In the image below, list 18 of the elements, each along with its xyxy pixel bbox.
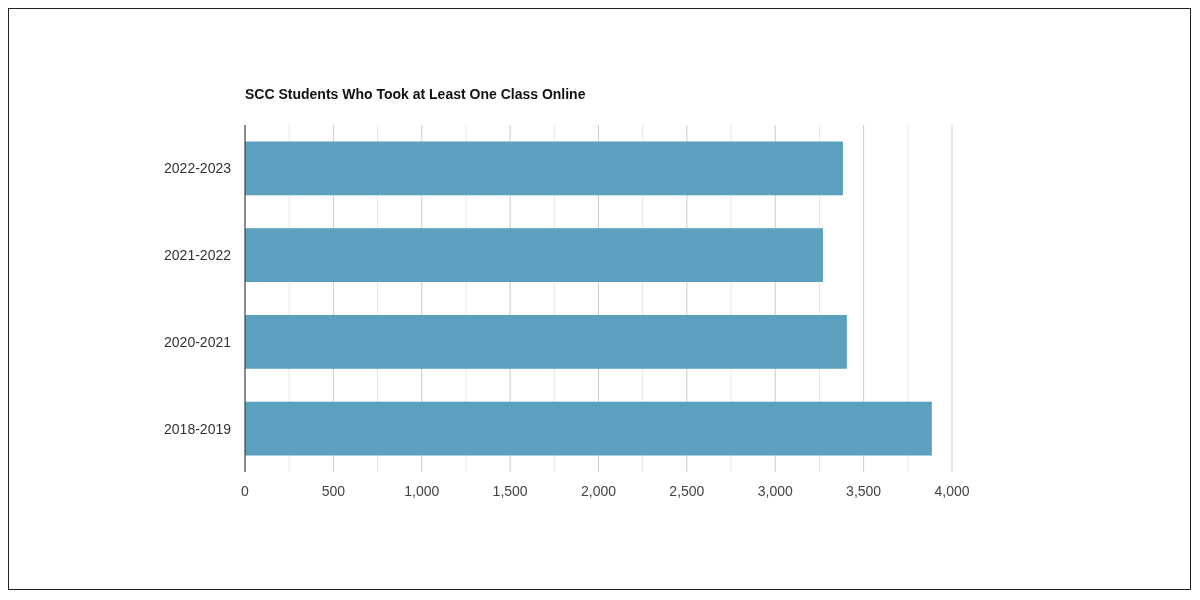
bar (245, 141, 843, 196)
x-tick-label: 2,500 (669, 483, 705, 499)
x-tick-label: 1,000 (404, 483, 440, 499)
bar (245, 228, 823, 283)
x-tick-label: 0 (241, 483, 250, 499)
x-tick-label: 3,000 (757, 483, 793, 499)
bar (245, 401, 932, 456)
chart-title: SCC Students Who Took at Least One Class Online (245, 86, 586, 102)
y-tick-label: 2018-2019 (164, 420, 232, 437)
bar (245, 314, 847, 369)
y-tick-label: 2021-2022 (164, 247, 232, 264)
x-tick-label: 500 (321, 483, 346, 499)
x-tick-label: 1,500 (492, 483, 528, 499)
x-tick-label: 3,500 (846, 483, 882, 499)
x-tick-label: 4,000 (934, 483, 970, 499)
y-tick-label: 2022-2023 (164, 160, 232, 177)
y-tick-label: 2020-2021 (164, 333, 232, 350)
x-tick-label: 2,000 (580, 483, 617, 499)
